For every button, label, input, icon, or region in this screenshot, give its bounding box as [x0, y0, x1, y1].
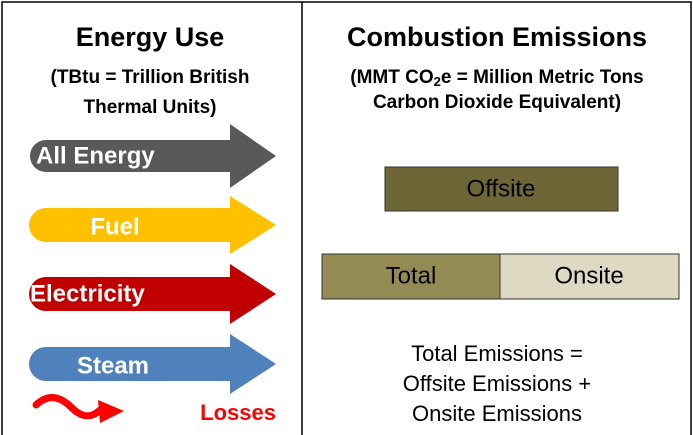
arrow [29, 334, 276, 394]
panel-title: Energy Use [76, 22, 225, 52]
arrow [30, 124, 276, 188]
panel-subtitle: (TBtu = Trillion British [51, 67, 250, 88]
caption: Offsite Emissions + [403, 371, 592, 396]
offsite-box [384, 166, 619, 212]
box-label: Offsite [467, 175, 536, 202]
arrow [29, 196, 276, 254]
arrow-label: Steam [77, 352, 149, 379]
arrow-label: All Energy [36, 142, 155, 169]
arrow-label: Fuel [90, 213, 139, 240]
losses-label: Losses [200, 400, 276, 425]
subscript: 2 [434, 74, 441, 89]
emissions-panel: Combustion Emissions (MMT CO2e = Million… [321, 22, 680, 426]
panel-subtitle: Carbon Dioxide Equivalent) [373, 92, 621, 113]
total-box [321, 253, 501, 300]
arrow-label: Electricity [30, 280, 145, 307]
panel-title: Combustion Emissions [347, 22, 647, 52]
losses-arrow [32, 394, 104, 420]
arrow [29, 264, 276, 324]
caption: Total Emissions = [411, 341, 583, 366]
subtitle-part: e = Million Metric Tons [441, 67, 644, 88]
onsite-box [499, 253, 680, 300]
energy-panel: Energy Use (TBtu = Trillion British Ther… [29, 22, 276, 425]
box-label: Total [386, 262, 437, 289]
panel-subtitle: (MMT CO2e = Million Metric Tons [350, 67, 643, 89]
subtitle-part: (MMT CO [350, 67, 433, 88]
panel-subtitle: Thermal Units) [83, 97, 216, 118]
losses-arrowhead [98, 400, 124, 423]
box-label: Onsite [554, 262, 623, 289]
caption: Onsite Emissions [412, 401, 582, 426]
